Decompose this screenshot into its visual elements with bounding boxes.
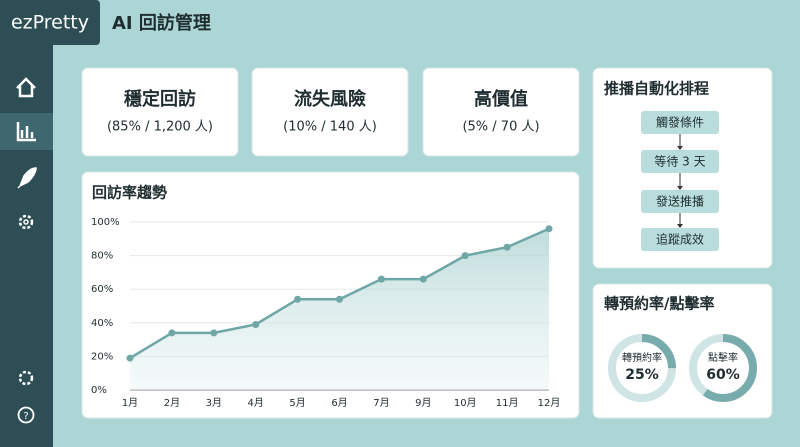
card-detail: (85% / 1,200 人) [107,120,213,135]
flow-step-box [641,111,719,134]
chart-title: 回訪率趨勢 [92,184,167,202]
help-icon[interactable] [17,406,35,424]
donut-value: 25% [625,367,659,383]
flow-step: 發送推播 [656,194,704,209]
settings-icon[interactable] [18,214,34,230]
flow-step-box [641,190,719,213]
header-title: AI 回訪管理 [112,12,211,34]
donut-label: 點擊率 [708,351,738,364]
point [294,295,302,303]
y-tick-label: 60% [91,284,113,295]
card [422,67,580,157]
x-tick-label: 3月 [206,397,222,409]
x-tick-label: 2月 [164,397,180,409]
flow-arrowhead [677,224,683,228]
point [126,354,134,362]
logo: ezPretty [11,12,89,34]
flow-title: 推播自動化排程 [604,80,709,98]
x-tick-label: 5月 [289,397,305,409]
x-tick-label: 4月 [248,397,264,409]
area [130,228,549,390]
flow-arrowhead [677,186,683,190]
card-title: 流失風險 [294,88,366,110]
home-icon[interactable] [16,77,36,98]
card-title: 高價值 [474,88,528,110]
rocket-icon[interactable] [17,167,37,189]
point [503,243,511,251]
point [168,329,176,337]
donut-label: 轉預約率 [622,351,662,364]
x-tick-label: 10月 [454,397,477,409]
point [210,329,218,337]
card-title: 穩定回訪 [124,88,196,110]
y-tick-label: 100% [91,217,120,228]
card-detail: (5% / 70 人) [462,120,539,135]
y-tick-label: 20% [91,351,113,362]
y-tick-label: 40% [91,318,113,329]
donut-arc [608,334,676,402]
flow-arrowhead [677,146,683,150]
conversion-panel [592,283,773,419]
settings-icon-core[interactable] [23,219,29,225]
point [252,320,260,328]
x-tick-label: 7月 [373,397,389,409]
donut-value: 60% [706,367,740,383]
flow-step: 追蹤成效 [656,232,704,247]
point [419,275,427,283]
y-tick-label: 80% [91,251,113,262]
card [81,67,239,157]
help-mark[interactable]: ? [23,411,28,422]
flow-step: 等待 3 天 [654,155,705,169]
nav-icons[interactable]: ? [0,77,53,424]
flow-step-box [641,150,719,173]
x-tick-label: 1月 [122,397,138,409]
donut-arc [689,334,757,402]
point [377,275,385,283]
flow-step-box [641,228,719,251]
logo-box [0,0,100,45]
y-tick-label: 0% [91,385,107,396]
x-tick-label: 9月 [415,397,431,409]
conversion-title: 轉預約率/點擊率 [604,295,714,313]
card-detail: (10% / 140 人) [283,120,377,135]
settings-icon-bottom[interactable] [18,370,34,386]
point [545,225,553,233]
point [461,252,469,260]
x-tick-label: 11月 [496,397,519,409]
x-tick-label: 12月 [538,397,561,409]
point [336,295,343,303]
flow-step: 觸發條件 [656,115,704,130]
chart-icon[interactable] [16,122,36,142]
x-tick-label: 6月 [331,397,347,409]
card [251,67,409,157]
